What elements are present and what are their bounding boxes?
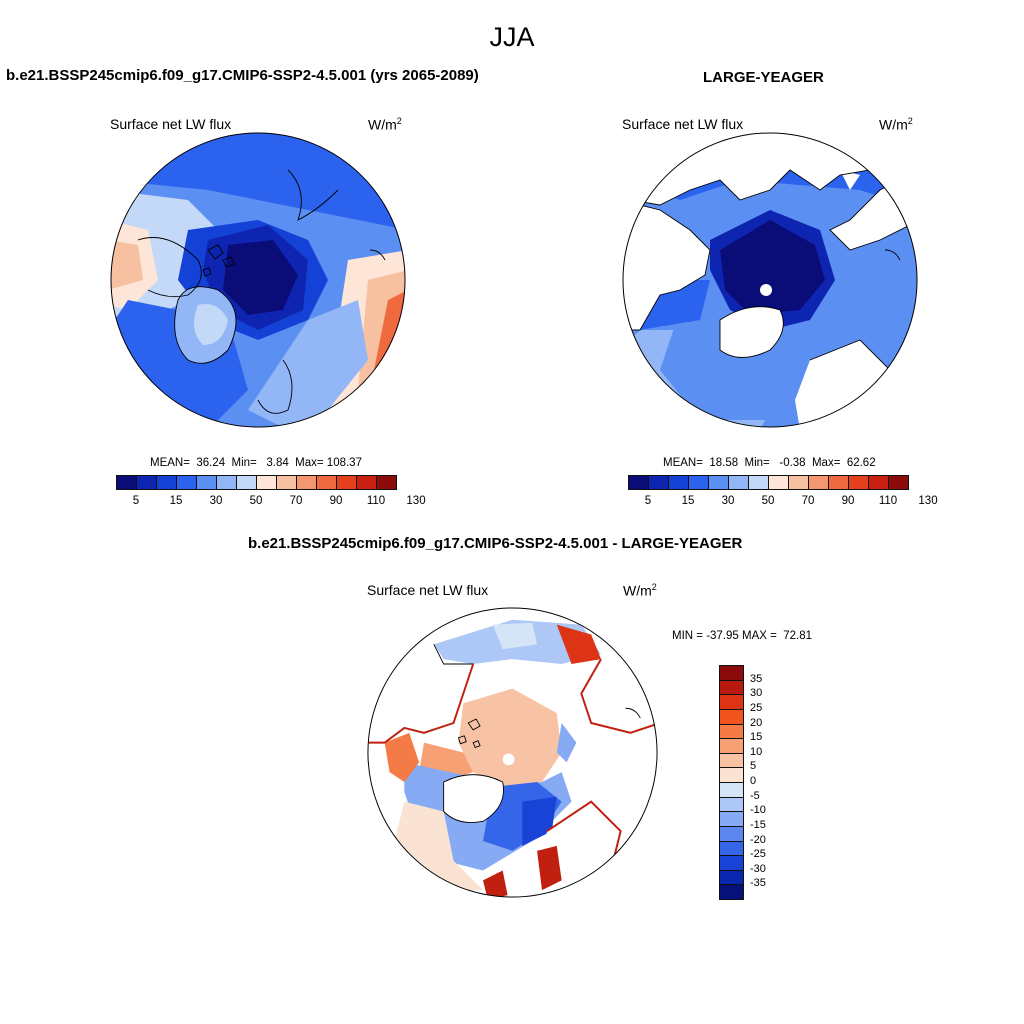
colorbar-tick-label: 15 bbox=[681, 495, 695, 507]
colorbar-tick-label: 130 bbox=[406, 495, 426, 507]
colorbar-swatch bbox=[719, 811, 744, 827]
colorbar-swatch bbox=[719, 767, 744, 783]
colorbar-tick-label: -35 bbox=[750, 877, 766, 890]
model-polar-map bbox=[110, 132, 406, 428]
colorbar-swatch bbox=[176, 475, 197, 490]
colorbar-swatch bbox=[719, 679, 744, 696]
colorbar-tick-label: 35 bbox=[750, 672, 763, 685]
obs-units: W/m2 bbox=[879, 116, 913, 133]
colorbar-tick-label: 90 bbox=[841, 495, 855, 507]
colorbar-swatch bbox=[668, 475, 689, 490]
colorbar-swatch bbox=[719, 884, 744, 900]
colorbar-tick-label: 0 bbox=[750, 775, 757, 787]
colorbar-swatch bbox=[719, 796, 744, 813]
colorbar-swatch bbox=[888, 475, 909, 490]
model-colorbar bbox=[116, 475, 397, 490]
colorbar-swatch bbox=[236, 475, 257, 490]
colorbar-swatch bbox=[828, 475, 849, 490]
colorbar-tick-label: 110 bbox=[366, 495, 386, 507]
colorbar-tick-label: 5 bbox=[132, 495, 140, 507]
colorbar-tick-label: 50 bbox=[249, 495, 263, 507]
colorbar-tick-label: 70 bbox=[801, 495, 815, 507]
colorbar-swatch bbox=[719, 825, 744, 842]
colorbar-swatch bbox=[719, 738, 744, 754]
colorbar-swatch bbox=[719, 694, 744, 710]
colorbar-tick-label: 5 bbox=[644, 495, 652, 507]
colorbar-swatch bbox=[719, 665, 744, 681]
colorbar-swatch bbox=[719, 869, 744, 886]
colorbar-tick-label: -10 bbox=[750, 804, 766, 817]
colorbar-swatch bbox=[748, 475, 769, 490]
colorbar-swatch bbox=[728, 475, 749, 490]
colorbar-tick-label: 15 bbox=[169, 495, 183, 507]
obs-stats: MEAN= 18.58 Min= -0.38 Max= 62.62 bbox=[663, 457, 876, 469]
colorbar-tick-label: 25 bbox=[750, 701, 763, 714]
obs-polar-map bbox=[622, 132, 918, 428]
colorbar-swatch bbox=[376, 475, 397, 490]
colorbar-swatch bbox=[719, 855, 744, 871]
colorbar-tick-label: 90 bbox=[329, 495, 343, 507]
obs-panel-header: LARGE-YEAGER bbox=[703, 69, 824, 86]
colorbar-swatch bbox=[628, 475, 649, 490]
colorbar-tick-label: 50 bbox=[761, 495, 775, 507]
colorbar-swatch bbox=[688, 475, 709, 490]
diff-units: W/m2 bbox=[623, 582, 657, 599]
colorbar-swatch bbox=[788, 475, 809, 490]
colorbar-swatch bbox=[719, 782, 744, 798]
colorbar-swatch bbox=[808, 475, 829, 490]
obs-colorbar bbox=[628, 475, 909, 490]
colorbar-tick-label: -30 bbox=[750, 862, 766, 875]
colorbar-swatch bbox=[719, 708, 744, 725]
colorbar-swatch bbox=[116, 475, 137, 490]
colorbar-swatch bbox=[276, 475, 297, 490]
colorbar-swatch bbox=[156, 475, 177, 490]
colorbar-tick-label: 70 bbox=[289, 495, 303, 507]
model-variable-title: Surface net LW flux bbox=[110, 116, 232, 132]
colorbar-tick-label: -20 bbox=[750, 833, 766, 846]
colorbar-tick-label: 20 bbox=[750, 716, 763, 729]
colorbar-swatch bbox=[719, 840, 744, 857]
figure-title: JJA bbox=[489, 22, 535, 52]
model-units: W/m2 bbox=[368, 116, 402, 133]
colorbar-swatch bbox=[719, 752, 744, 769]
model-panel-header: b.e21.BSSP245cmip6.f09_g17.CMIP6-SSP2-4.… bbox=[6, 67, 479, 84]
colorbar-tick-label: -5 bbox=[750, 789, 760, 802]
colorbar-swatch bbox=[868, 475, 889, 490]
colorbar-swatch bbox=[256, 475, 277, 490]
colorbar-swatch bbox=[216, 475, 237, 490]
colorbar-swatch bbox=[296, 475, 317, 490]
diff-variable-title: Surface net LW flux bbox=[367, 582, 489, 598]
colorbar-tick-label: -25 bbox=[750, 848, 766, 861]
colorbar-swatch bbox=[136, 475, 157, 490]
obs-variable-title: Surface net LW flux bbox=[622, 116, 744, 132]
colorbar-tick-label: 110 bbox=[878, 495, 898, 507]
colorbar-tick-label: -15 bbox=[750, 818, 766, 831]
diff-stats: MIN = -37.95 MAX = 72.81 bbox=[672, 630, 813, 642]
colorbar-tick-label: 30 bbox=[750, 687, 763, 700]
diff-polar-map bbox=[367, 607, 658, 898]
colorbar-tick-label: 10 bbox=[750, 745, 763, 758]
colorbar-swatch bbox=[316, 475, 337, 490]
colorbar-tick-label: 30 bbox=[209, 495, 223, 507]
diff-colorbar bbox=[719, 665, 744, 900]
colorbar-swatch bbox=[719, 723, 744, 740]
colorbar-swatch bbox=[356, 475, 377, 490]
colorbar-swatch bbox=[196, 475, 217, 490]
colorbar-tick-label: 30 bbox=[721, 495, 735, 507]
colorbar-swatch bbox=[708, 475, 729, 490]
colorbar-swatch bbox=[336, 475, 357, 490]
model-stats: MEAN= 36.24 Min= 3.84 Max= 108.37 bbox=[150, 457, 362, 469]
colorbar-swatch bbox=[648, 475, 669, 490]
colorbar-swatch bbox=[848, 475, 869, 490]
colorbar-tick-label: 130 bbox=[918, 495, 938, 507]
diff-panel-header: b.e21.BSSP245cmip6.f09_g17.CMIP6-SSP2-4.… bbox=[248, 535, 743, 552]
colorbar-tick-label: 5 bbox=[750, 760, 757, 773]
colorbar-swatch bbox=[768, 475, 789, 490]
colorbar-tick-label: 15 bbox=[750, 731, 763, 744]
